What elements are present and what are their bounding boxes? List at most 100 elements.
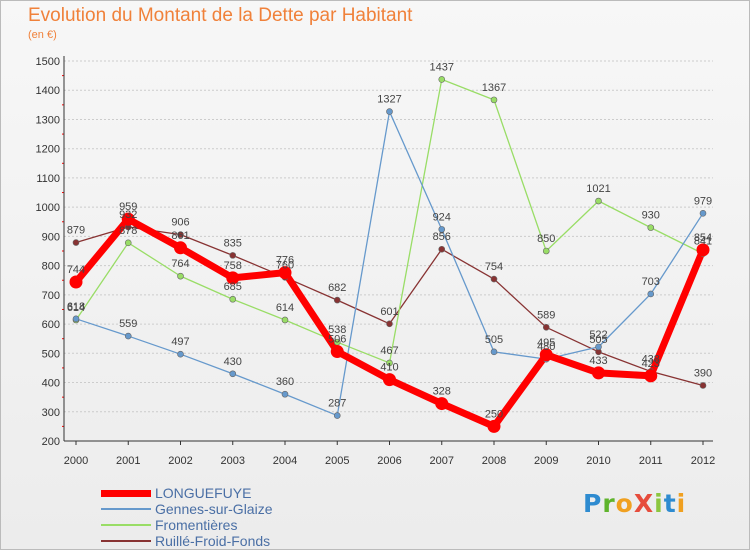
y-tick-label: 600: [42, 319, 60, 331]
proxiti-logo: ProXiti: [583, 489, 686, 518]
data-label: 930: [642, 210, 660, 222]
data-point: [386, 359, 393, 367]
data-label: 878: [119, 225, 137, 237]
y-tick-label: 1500: [36, 56, 60, 68]
data-point: [124, 239, 132, 247]
series-line: [75, 78, 704, 364]
data-label: 559: [119, 318, 137, 330]
data-point: [542, 323, 550, 331]
chart-title: Evolution du Montant de la Dette par Hab…: [28, 5, 413, 26]
data-point: [121, 212, 135, 226]
data-label: 423: [642, 358, 660, 370]
data-point: [595, 197, 602, 205]
data-point: [699, 382, 707, 389]
data-point: [699, 209, 707, 217]
data-point: [69, 275, 83, 289]
data-label: 959: [119, 201, 137, 213]
data-label: 438: [642, 353, 660, 365]
y-tick-label: 900: [42, 231, 60, 243]
data-label: 924: [433, 211, 451, 223]
data-label: 614: [276, 302, 294, 314]
data-point: [383, 373, 396, 387]
data-label: 522: [589, 329, 607, 341]
data-point: [229, 370, 237, 378]
x-tick-label: 2001: [116, 455, 140, 467]
data-label: 467: [380, 345, 398, 357]
y-tick-label: 700: [42, 290, 60, 302]
data-point: [177, 272, 184, 280]
y-tick-label: 1100: [36, 173, 60, 185]
data-point: [229, 295, 237, 303]
data-label: 601: [380, 306, 398, 318]
data-point: [438, 76, 446, 83]
data-label: 505: [589, 334, 607, 346]
data-point: [696, 243, 710, 257]
data-point: [592, 366, 605, 380]
data-label: 250: [485, 408, 503, 420]
y-tick-label: 1000: [36, 202, 60, 214]
data-point: [72, 315, 80, 323]
data-label: 861: [171, 230, 189, 242]
legend-swatch: [101, 489, 151, 497]
data-label: 703: [642, 276, 660, 288]
x-tick-label: 2010: [586, 455, 610, 467]
data-label: 754: [485, 261, 503, 273]
data-label: 505: [485, 334, 503, 346]
data-label: 764: [171, 258, 189, 270]
y-tick-label: 400: [42, 378, 60, 390]
logo-letter: i: [654, 489, 664, 518]
data-label: 979: [694, 195, 712, 207]
legend-label: Ruillé-Froid-Fonds: [155, 533, 271, 549]
data-label: 760: [276, 259, 294, 271]
x-tick-label: 2004: [273, 455, 297, 467]
data-point: [333, 296, 341, 304]
data-point: [174, 241, 187, 255]
data-point: [487, 419, 501, 433]
legend-label: Gennes-sur-Glaize: [155, 501, 273, 517]
data-point: [229, 252, 237, 259]
data-point: [435, 397, 449, 411]
data-point: [647, 224, 655, 231]
data-point: [438, 245, 446, 253]
legend-item: Ruillé-Froid-Fonds: [101, 533, 273, 549]
x-tick-label: 2011: [639, 455, 663, 467]
data-label: 618: [67, 301, 85, 313]
data-label: 360: [276, 376, 294, 388]
chart-subtitle: (en €): [28, 29, 57, 41]
data-label: 614: [67, 302, 85, 314]
data-label: 480: [537, 341, 555, 353]
data-point: [542, 247, 550, 255]
x-tick-label: 2003: [221, 455, 245, 467]
data-point: [177, 231, 184, 238]
y-tick-label: 1400: [36, 85, 60, 97]
data-point: [330, 345, 344, 359]
data-label: 776: [276, 255, 294, 267]
data-point: [595, 343, 602, 351]
data-point: [386, 320, 393, 328]
x-tick-label: 2007: [430, 455, 454, 467]
legend-label: Fromentières: [155, 517, 238, 533]
data-label: 758: [224, 260, 242, 272]
data-label: 1367: [482, 82, 506, 94]
data-point: [281, 316, 289, 324]
data-label: 538: [328, 324, 346, 336]
x-tick-label: 2008: [482, 455, 506, 467]
data-label: 390: [694, 367, 712, 379]
data-label: 841: [694, 236, 712, 248]
x-tick-label: 2009: [534, 455, 558, 467]
legend-item: LONGUEFUYE: [101, 485, 273, 501]
data-label: 850: [537, 233, 555, 245]
logo-letter: t: [663, 489, 677, 518]
data-label: 682: [328, 282, 346, 294]
data-point: [644, 369, 658, 383]
data-point: [177, 350, 184, 358]
data-label: 1021: [586, 183, 610, 195]
data-point: [539, 348, 553, 362]
data-label: 835: [224, 237, 242, 249]
data-label: 1437: [430, 61, 454, 73]
legend-swatch: [101, 508, 151, 510]
data-point: [490, 348, 498, 356]
legend-label: LONGUEFUYE: [155, 485, 252, 501]
data-label: 506: [328, 334, 346, 346]
data-label: 433: [589, 355, 607, 367]
